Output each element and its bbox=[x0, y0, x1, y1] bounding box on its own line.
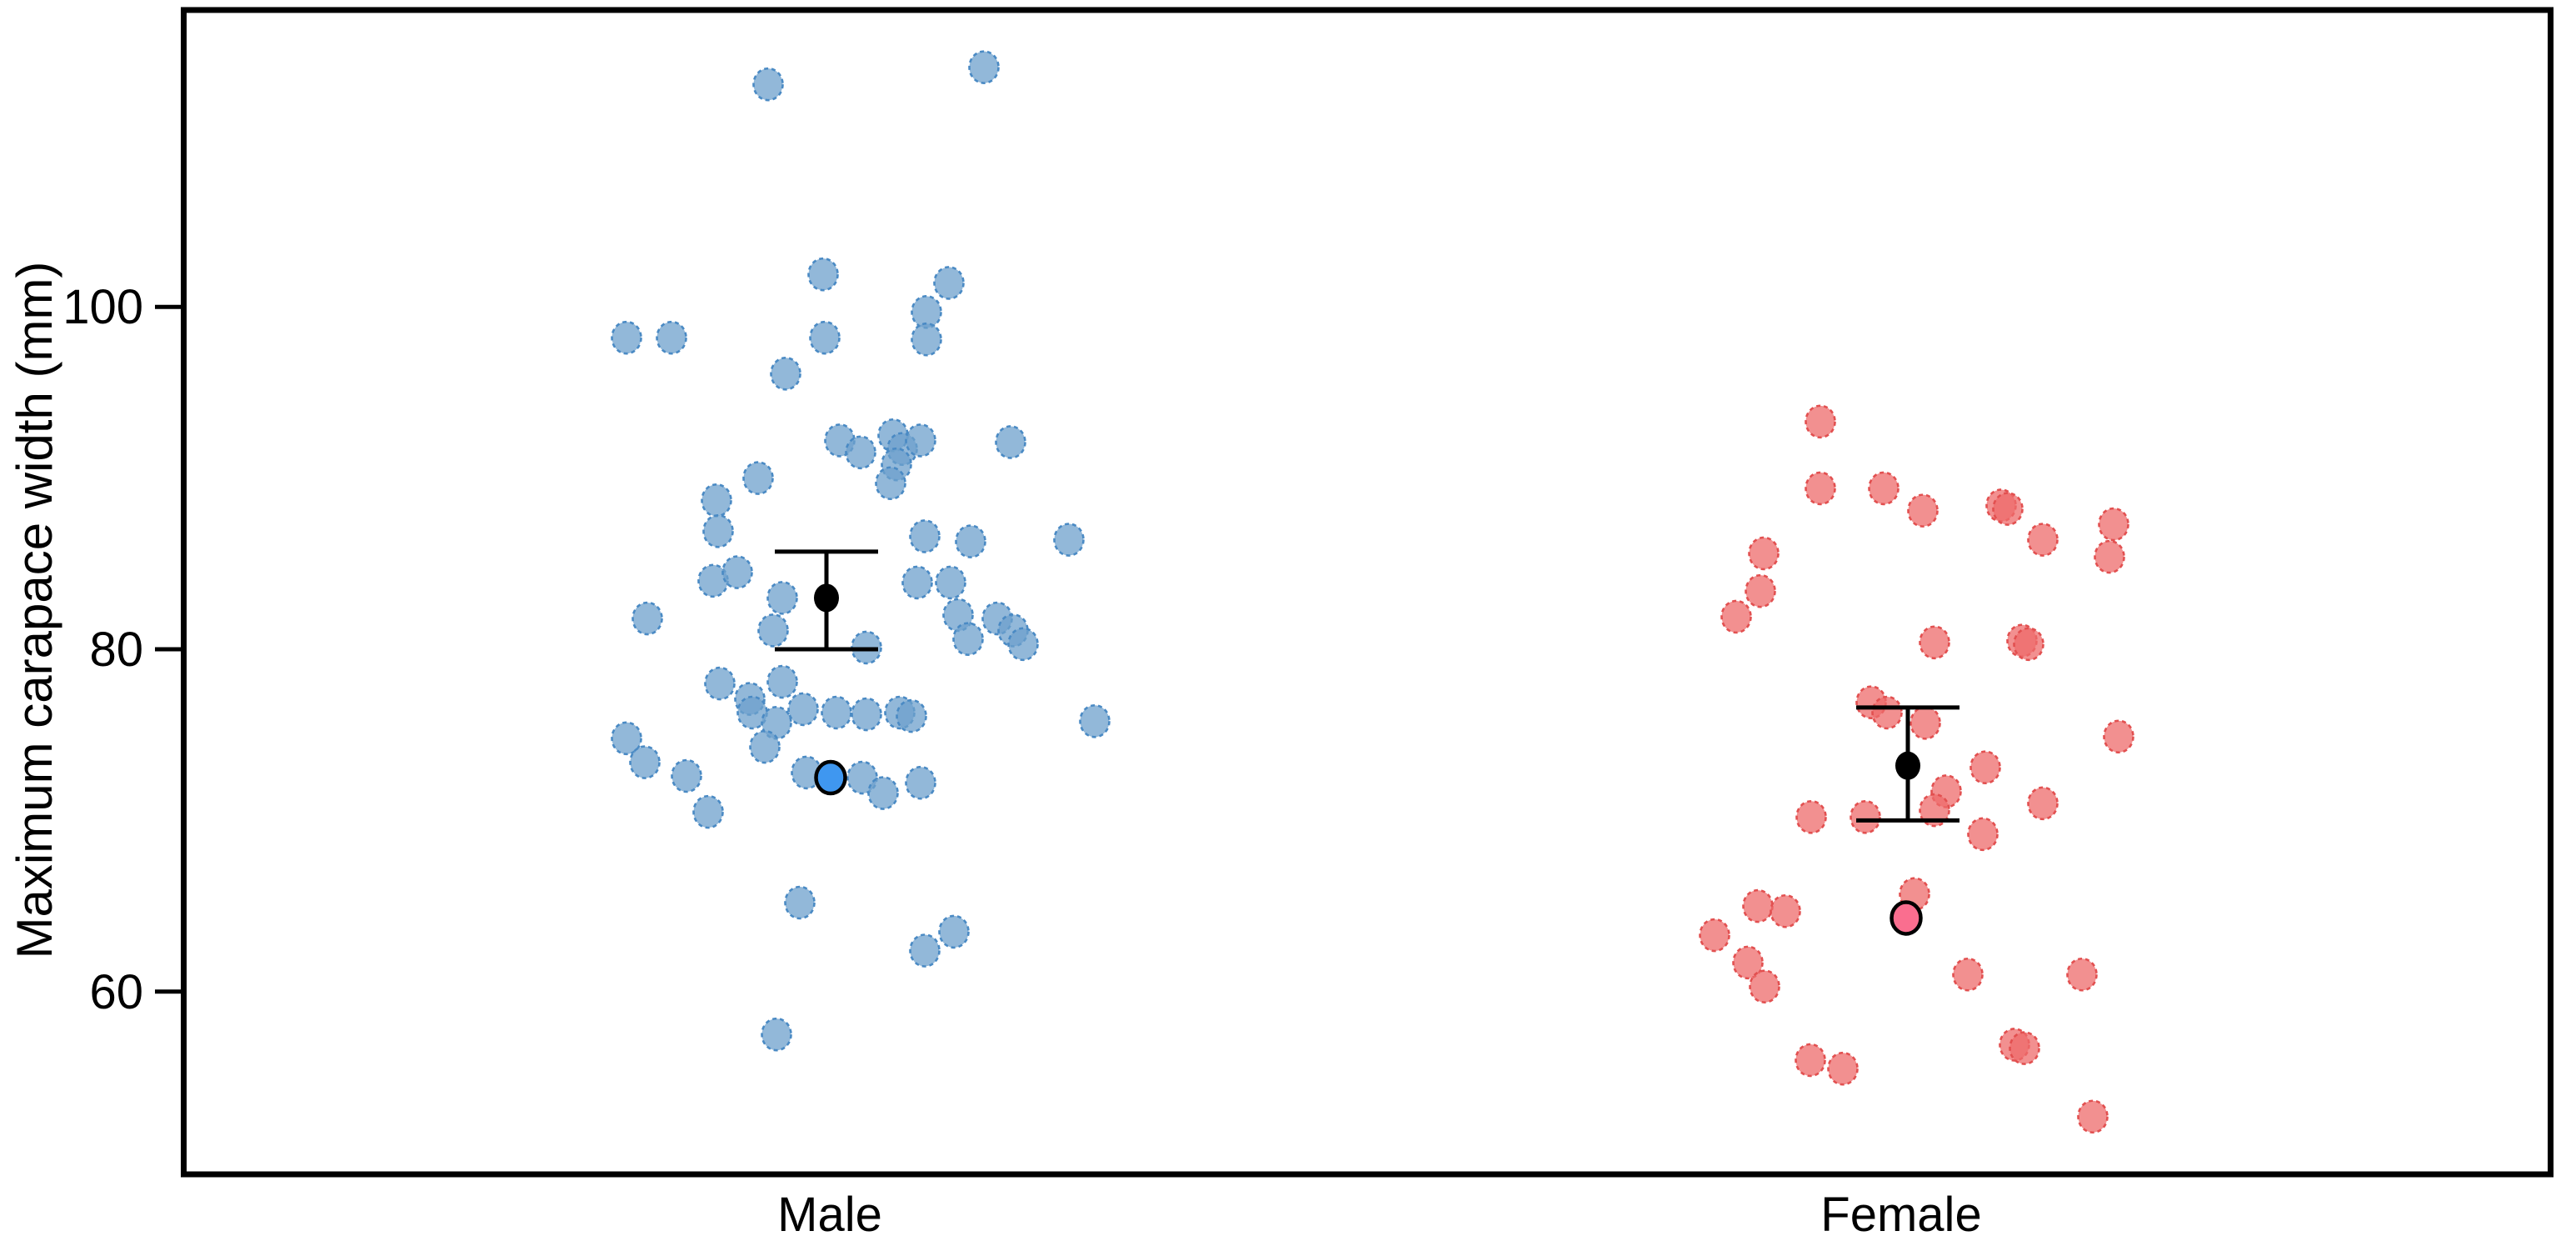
data-point-male bbox=[845, 435, 876, 470]
data-point-female bbox=[1868, 471, 1900, 506]
data-point-male bbox=[809, 320, 841, 355]
y-axis-title: Maximum carapace width (mm) bbox=[7, 262, 62, 959]
data-point-female bbox=[1732, 945, 1764, 980]
data-point-male bbox=[911, 322, 942, 357]
data-point-female bbox=[2027, 523, 2059, 557]
data-point-male bbox=[867, 776, 899, 810]
data-point-male bbox=[905, 765, 936, 800]
data-point-male bbox=[851, 697, 882, 732]
data-point-female bbox=[1919, 625, 1950, 660]
data-point-male bbox=[702, 513, 734, 548]
data-point-female bbox=[1720, 599, 1752, 634]
data-point-female bbox=[1805, 471, 1836, 506]
data-point-female bbox=[2066, 957, 2098, 992]
data-point-female bbox=[2098, 507, 2129, 542]
data-point-male bbox=[938, 914, 970, 949]
data-point-male bbox=[761, 1017, 792, 1052]
data-point-male bbox=[692, 794, 724, 829]
data-point-female bbox=[1992, 492, 2024, 526]
data-point-male bbox=[671, 758, 702, 793]
x-axis-label-male: Male bbox=[777, 1188, 882, 1242]
data-point-female bbox=[1795, 799, 1827, 834]
data-point-male bbox=[656, 320, 687, 355]
data-point-male bbox=[752, 67, 784, 102]
data-point-female bbox=[1699, 918, 1730, 953]
data-point-male bbox=[632, 601, 663, 636]
data-point-male bbox=[787, 692, 819, 727]
data-point-female bbox=[1969, 750, 2001, 785]
data-point-male bbox=[909, 933, 941, 968]
data-point-female bbox=[2094, 539, 2125, 574]
data-point-male bbox=[901, 565, 933, 600]
highlighted-point-female bbox=[1890, 900, 1923, 936]
data-point-male bbox=[952, 622, 984, 656]
y-tick-label: 60 bbox=[89, 965, 143, 1019]
data-point-male bbox=[995, 425, 1026, 459]
highlighted-points-layer bbox=[814, 759, 1923, 936]
mean-errorbar-layer bbox=[775, 549, 1959, 823]
data-point-male bbox=[935, 565, 966, 600]
data-point-male bbox=[629, 745, 661, 779]
data-points-layer bbox=[611, 50, 2134, 1134]
data-point-female bbox=[1871, 695, 1903, 730]
data-point-male bbox=[749, 729, 781, 764]
data-point-female bbox=[1910, 706, 1941, 740]
data-point-male bbox=[905, 423, 936, 458]
data-point-male bbox=[766, 664, 798, 699]
data-point-male bbox=[968, 50, 1000, 84]
data-point-male bbox=[701, 483, 732, 518]
data-point-male bbox=[742, 461, 774, 495]
data-point-male bbox=[611, 721, 642, 756]
data-point-female bbox=[1742, 888, 1774, 923]
x-axis-label-female: Female bbox=[1820, 1188, 1981, 1242]
data-point-female bbox=[1745, 573, 1776, 608]
data-point-female bbox=[1827, 1051, 1859, 1086]
category-labels-layer: Male Female bbox=[777, 1188, 1982, 1242]
mean-dot-male bbox=[814, 583, 839, 613]
data-point-male bbox=[955, 524, 986, 558]
data-point-female bbox=[1919, 793, 1950, 828]
data-point-male bbox=[784, 885, 816, 920]
highlighted-point-male bbox=[814, 759, 847, 796]
data-point-female bbox=[1967, 817, 1999, 852]
data-point-male bbox=[611, 320, 642, 355]
data-point-male bbox=[704, 666, 736, 701]
data-point-male bbox=[757, 613, 789, 648]
plot-panel-border bbox=[181, 7, 2554, 1178]
data-point-male bbox=[766, 581, 798, 615]
y-tick-label: 100 bbox=[62, 280, 143, 334]
data-point-female bbox=[2027, 786, 2059, 821]
data-point-female bbox=[2009, 1031, 2040, 1065]
data-point-male bbox=[721, 555, 753, 589]
data-point-male bbox=[1053, 523, 1085, 557]
data-point-male bbox=[909, 519, 941, 553]
data-point-female bbox=[1952, 957, 1984, 992]
data-point-male bbox=[807, 257, 839, 292]
data-point-male bbox=[1007, 627, 1039, 662]
data-point-female bbox=[1805, 404, 1836, 439]
data-point-male bbox=[875, 466, 906, 501]
data-point-female bbox=[2103, 719, 2134, 754]
data-point-female bbox=[1795, 1043, 1826, 1078]
data-point-female bbox=[2013, 627, 2044, 662]
data-point-female bbox=[2077, 1099, 2109, 1134]
axes-layer: 100 80 60 bbox=[62, 7, 2554, 1178]
data-point-female bbox=[1770, 893, 1801, 928]
mean-dot-female bbox=[1895, 751, 1920, 780]
data-point-male bbox=[933, 266, 965, 300]
data-point-male bbox=[770, 357, 801, 391]
data-point-female bbox=[1749, 969, 1780, 1003]
data-point-female bbox=[1748, 536, 1780, 571]
data-point-female bbox=[1850, 799, 1881, 834]
data-point-male bbox=[821, 695, 852, 730]
data-point-male bbox=[1079, 703, 1111, 738]
data-point-male bbox=[896, 698, 927, 733]
y-tick-label: 80 bbox=[89, 623, 143, 677]
data-point-female bbox=[1907, 493, 1939, 528]
